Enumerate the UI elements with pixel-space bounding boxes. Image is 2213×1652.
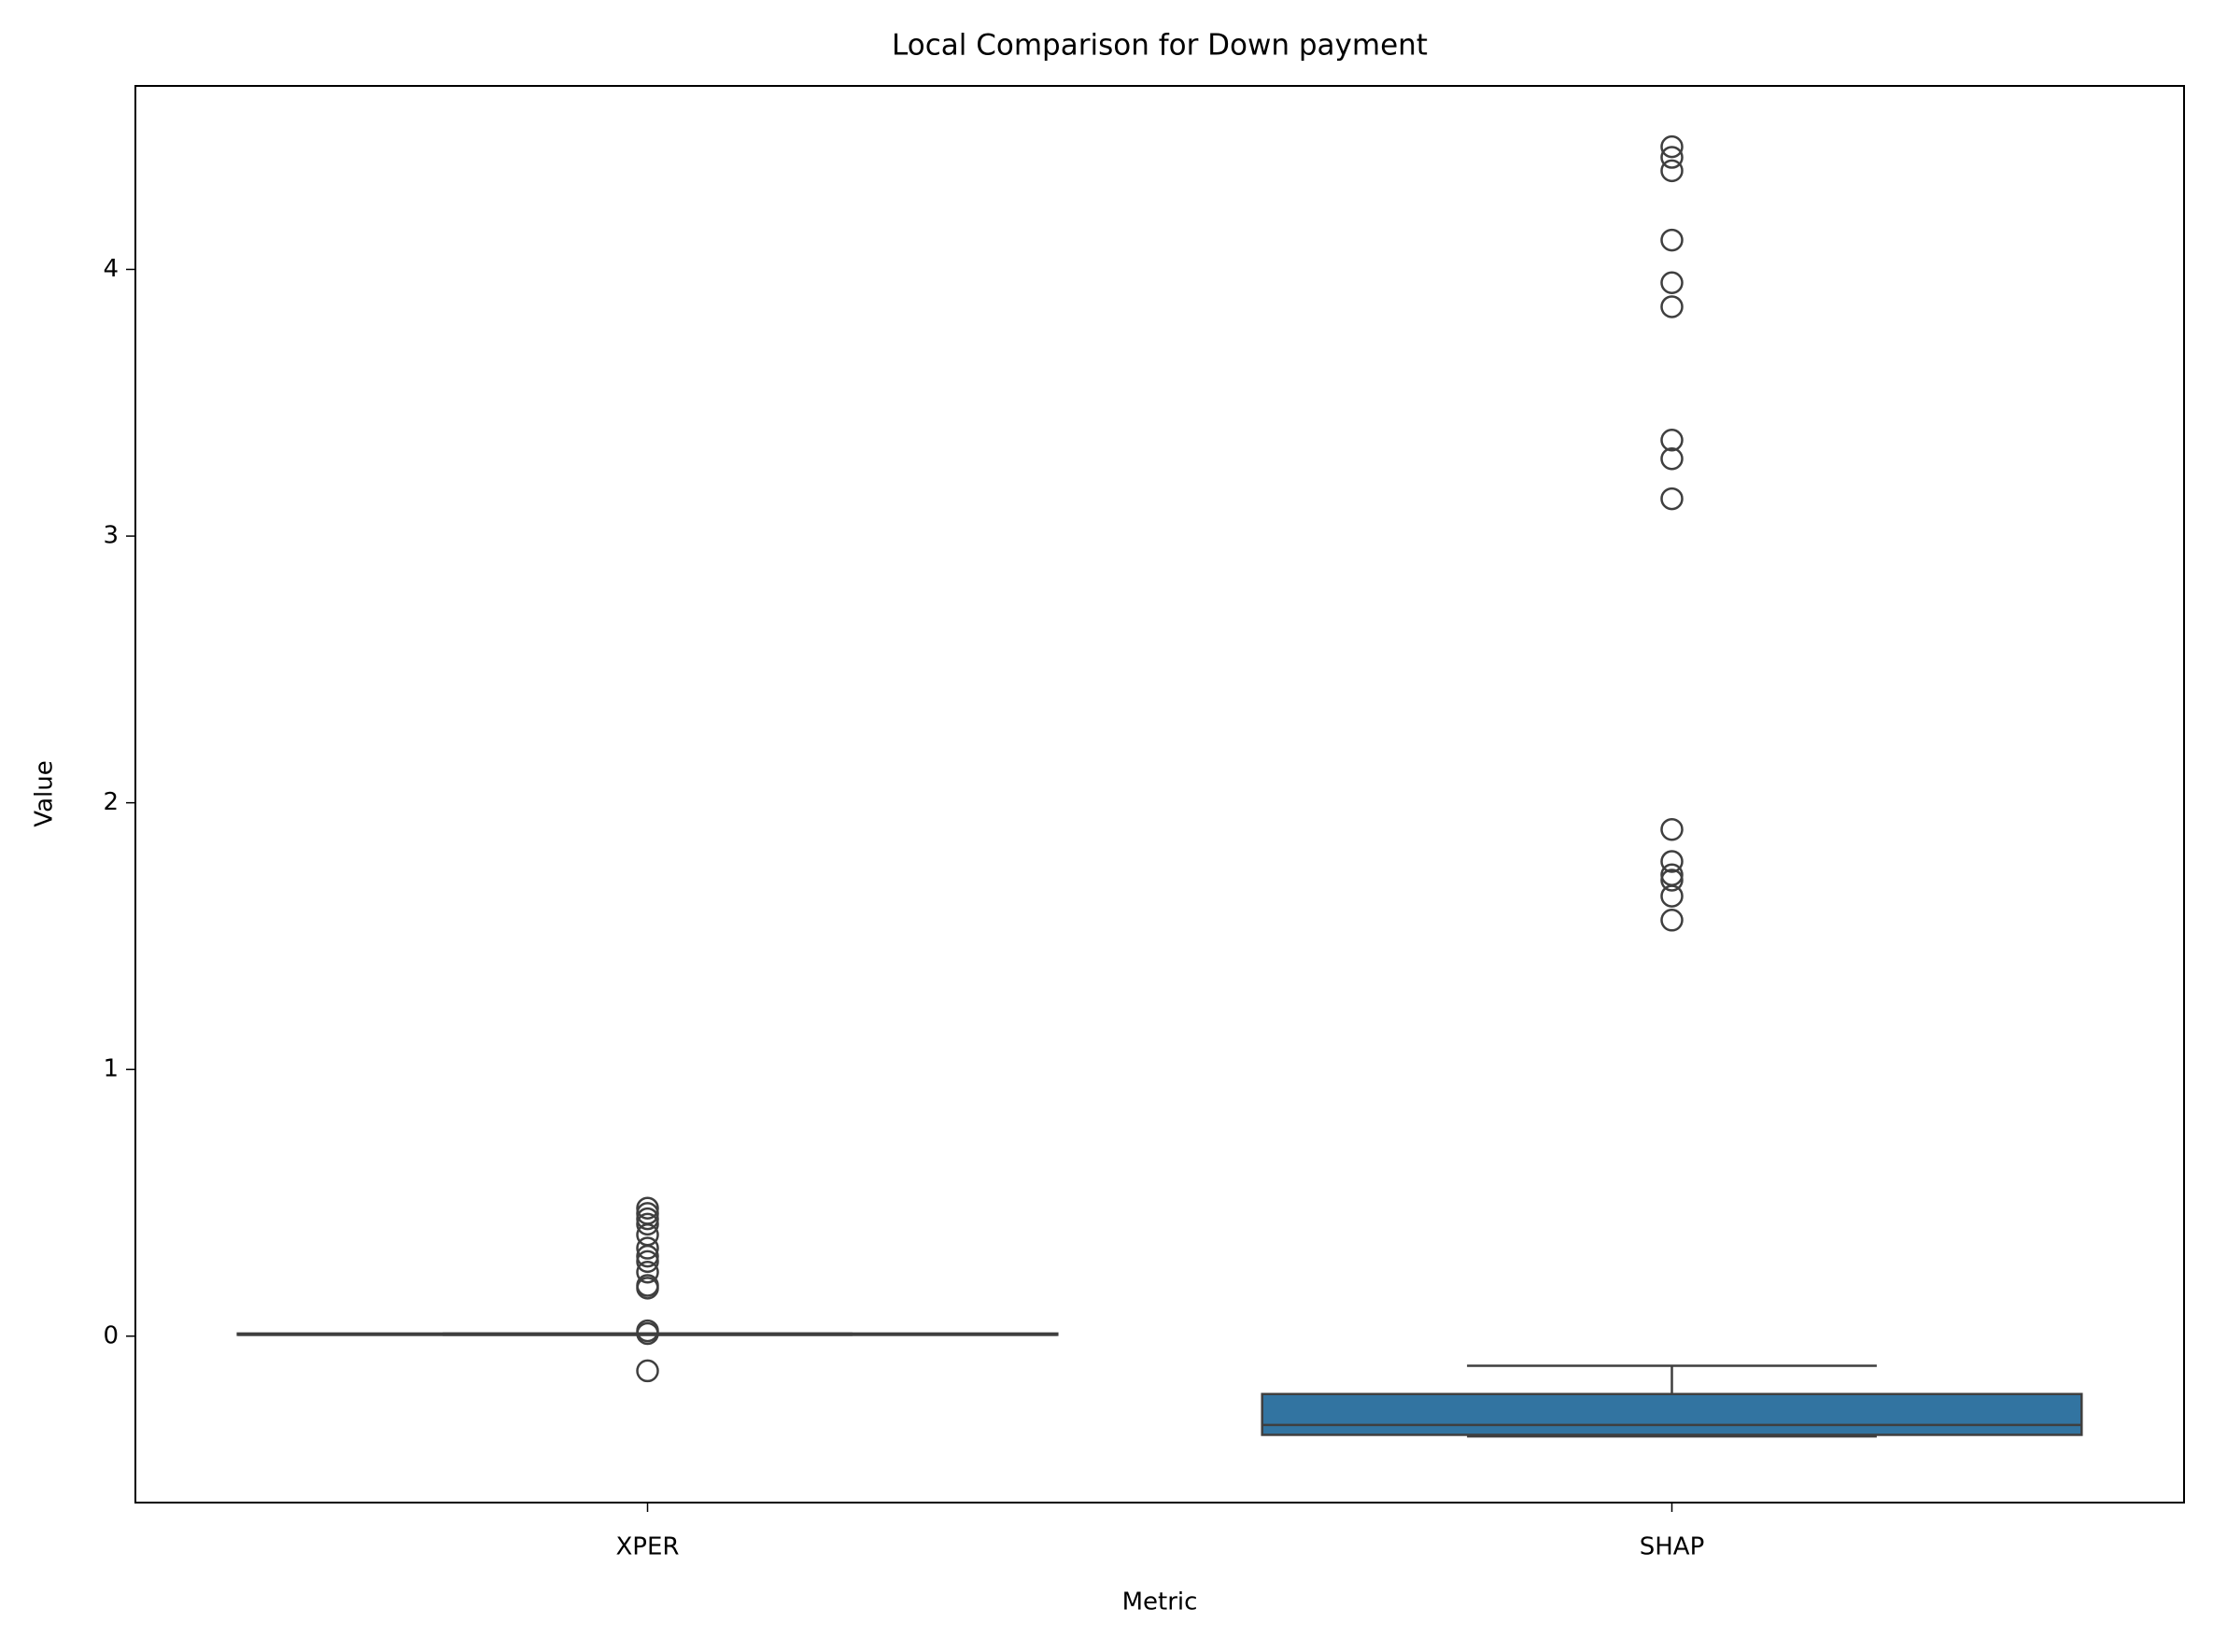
outlier xyxy=(1660,159,1684,183)
x-tick-label: SHAP xyxy=(1640,1533,1705,1561)
x-axis-label: Metric xyxy=(1122,1588,1198,1617)
outlier xyxy=(636,1212,659,1236)
outlier xyxy=(636,1277,659,1300)
outlier xyxy=(1660,429,1684,452)
outlier xyxy=(1660,295,1684,318)
outlier xyxy=(1660,271,1684,295)
outlier xyxy=(1660,817,1684,841)
plot-frame xyxy=(134,85,2185,1504)
outlier xyxy=(1660,909,1684,932)
outlier xyxy=(1660,868,1684,892)
y-tick-label: 3 xyxy=(103,522,119,550)
outlier xyxy=(1660,134,1684,159)
y-tick-label: 4 xyxy=(103,255,119,283)
outlier xyxy=(1660,850,1684,873)
chart-title: Local Comparison for Down payment xyxy=(892,29,1428,63)
outlier xyxy=(636,1244,659,1268)
outlier xyxy=(1660,146,1684,169)
y-tick-label: 0 xyxy=(103,1321,119,1349)
outlier xyxy=(1660,487,1684,511)
outlier xyxy=(636,1236,659,1260)
outlier xyxy=(636,1321,659,1346)
outlier xyxy=(636,1207,659,1231)
outlier xyxy=(636,1261,659,1284)
outlier xyxy=(636,1250,659,1274)
y-tick-label: 2 xyxy=(103,788,119,816)
outlier xyxy=(1660,446,1684,471)
outlier xyxy=(1660,228,1684,252)
outlier xyxy=(1660,863,1684,886)
box xyxy=(1261,1392,2083,1436)
outlier xyxy=(1660,884,1684,908)
outlier xyxy=(636,1196,659,1220)
outlier xyxy=(636,1359,659,1383)
y-axis-label: Value xyxy=(31,760,59,826)
y-tick-label: 1 xyxy=(103,1055,119,1083)
x-tick-label: XPER xyxy=(616,1533,680,1561)
